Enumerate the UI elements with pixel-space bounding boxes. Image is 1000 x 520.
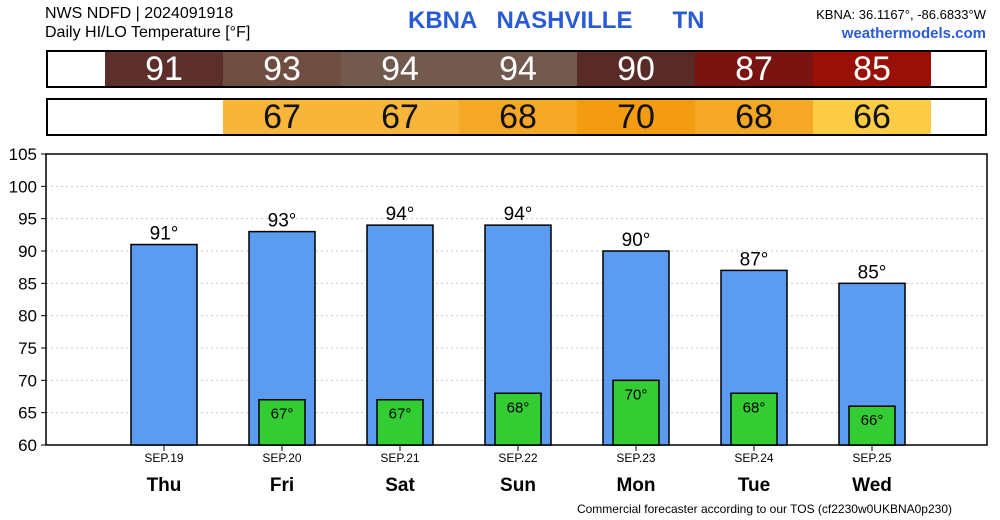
- station-title: KBNA NASHVILLE TN: [408, 7, 705, 34]
- day-label: Wed: [852, 475, 892, 496]
- y-tick-label: 95: [18, 210, 37, 229]
- high-bar-label: 91°: [150, 224, 179, 245]
- chart-header-left: NWS NDFD | 2024091918 Daily HI/LO Temper…: [45, 4, 250, 42]
- low-bar: [730, 392, 778, 446]
- high-bar-label: 90°: [622, 230, 651, 251]
- low-bar-label: 66°: [861, 412, 884, 429]
- date-label: SEP.22: [498, 451, 537, 465]
- footer-note: Commercial forecaster according to our T…: [576, 502, 952, 516]
- high-temp-cell: 90: [577, 50, 695, 88]
- chart-header-right: KBNA: 36.1167°, -86.6833°W weathermodels…: [816, 5, 986, 43]
- low-bar: [612, 379, 660, 446]
- low-temp-cell: [105, 100, 223, 134]
- high-bar-label: 94°: [504, 204, 533, 225]
- low-bar-label: 67°: [389, 406, 412, 423]
- low-bar-label: 68°: [743, 399, 766, 416]
- date-label: SEP.25: [852, 451, 891, 465]
- day-label: Sun: [500, 475, 536, 496]
- y-tick-label: 105: [9, 145, 37, 164]
- low-temp-cell: 70: [577, 98, 695, 136]
- y-tick-label: 90: [18, 242, 37, 261]
- temperature-bar-chart: 60 65 70 75 80 85 90 95 100 105 91° SEP.19 Thu 93° 67°…: [9, 145, 988, 496]
- site-link[interactable]: weathermodels.com: [841, 25, 986, 42]
- date-label: SEP.21: [380, 451, 419, 465]
- y-tick-label: 70: [18, 371, 37, 390]
- high-bar-label: 93°: [268, 211, 297, 232]
- low-bar: [258, 398, 306, 446]
- low-bar: [848, 405, 896, 446]
- y-tick-label: 65: [18, 404, 37, 423]
- low-temp-cell: 67: [223, 98, 341, 136]
- date-label: SEP.20: [262, 451, 301, 465]
- y-tick-label: 100: [9, 177, 37, 196]
- low-bar: [376, 398, 424, 446]
- high-temp-cell: 94: [341, 50, 459, 88]
- high-temp-cell: 91: [105, 50, 223, 88]
- product-line: NWS NDFD | 2024091918: [45, 5, 234, 22]
- day-label: Tue: [738, 475, 770, 496]
- high-temp-cell: 93: [223, 50, 341, 88]
- high-bar-label: 94°: [386, 204, 415, 225]
- low-bar: [494, 392, 542, 446]
- y-tick-label: 85: [18, 274, 37, 293]
- date-label: SEP.24: [734, 451, 773, 465]
- high-bar-label: 87°: [740, 249, 769, 270]
- low-bar-label: 70°: [625, 386, 648, 403]
- y-tick-label: 75: [18, 339, 37, 358]
- high-bar-label: 85°: [858, 262, 887, 283]
- day-label: Mon: [616, 475, 655, 496]
- date-label: SEP.23: [616, 451, 655, 465]
- low-temp-cell: 68: [695, 98, 813, 136]
- station-coords: KBNA: 36.1167°, -86.6833°W: [816, 7, 986, 22]
- day-label: Thu: [147, 475, 182, 496]
- low-temp-cell: 67: [341, 98, 459, 136]
- high-temp-cell: 94: [459, 50, 577, 88]
- high-temp-strip: 91 93 94 94 90 87 85: [46, 50, 987, 88]
- high-temp-cell: 87: [695, 50, 813, 88]
- day-label: Sat: [385, 475, 415, 496]
- high-temp-cell: 85: [813, 50, 931, 88]
- high-bar: [130, 243, 198, 446]
- low-bar-label: 68°: [507, 399, 530, 416]
- variable-line: Daily HI/LO Temperature [°F]: [45, 24, 251, 41]
- y-tick-label: 60: [18, 436, 37, 455]
- day-label: Fri: [270, 475, 294, 496]
- date-label: SEP.19: [144, 451, 183, 465]
- low-temp-strip: 67 67 68 70 68 66: [46, 98, 987, 136]
- low-bar-label: 67°: [271, 406, 294, 423]
- low-temp-cell: 66: [813, 98, 931, 136]
- y-tick-label: 80: [18, 307, 37, 326]
- low-temp-cell: 68: [459, 98, 577, 136]
